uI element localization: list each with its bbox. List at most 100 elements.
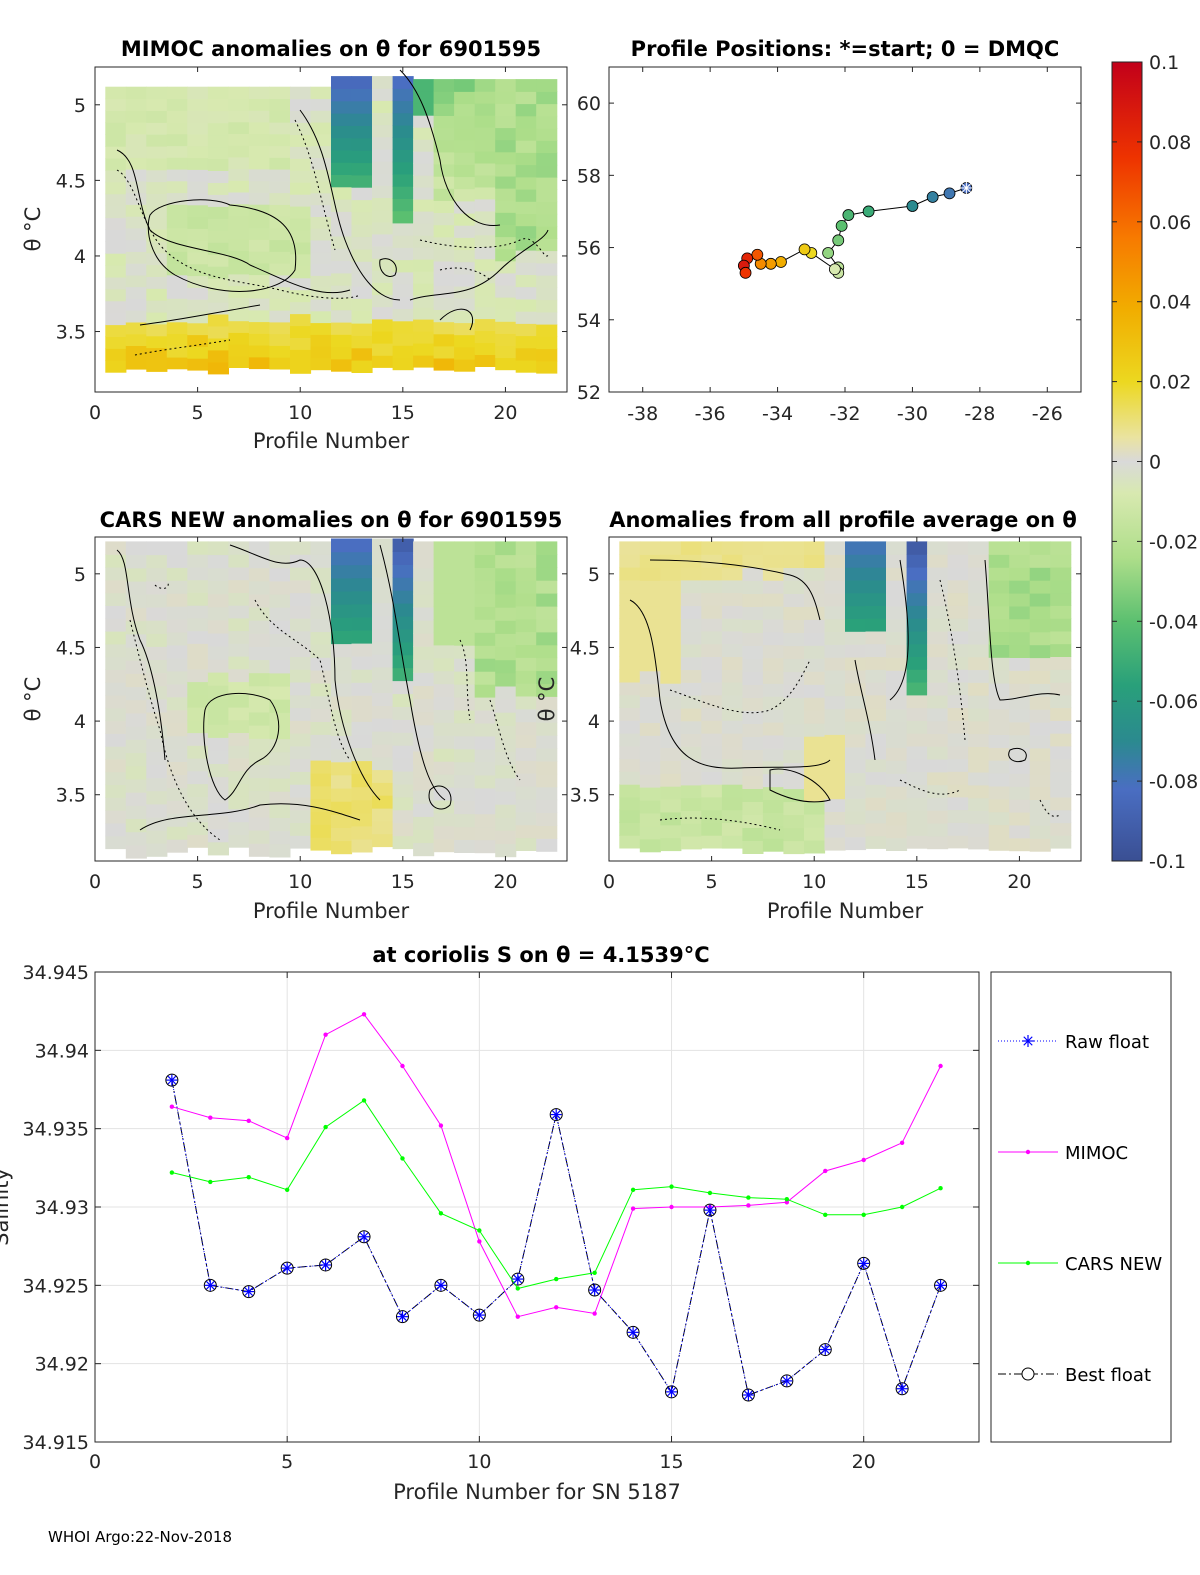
cars-cell	[166, 593, 188, 607]
series-best-point	[857, 1256, 871, 1270]
cars-cell	[331, 538, 353, 553]
cars-cell	[125, 712, 147, 727]
series-raw-point	[819, 1344, 831, 1356]
series-cars-point	[823, 1212, 828, 1218]
avg-cell	[865, 784, 887, 798]
mimoc-cell	[392, 333, 414, 346]
avg-cell	[660, 644, 682, 658]
cars-cell	[515, 541, 537, 555]
cars-cell	[474, 658, 496, 672]
mimoc-cell	[372, 233, 394, 247]
avg-cell	[968, 707, 990, 722]
avg-cell	[660, 786, 682, 800]
cars-cell	[207, 698, 229, 712]
cars-cell	[331, 604, 353, 618]
mimoc-xtick-label: 15	[391, 402, 415, 424]
avg-cell	[619, 605, 641, 619]
salinity-xtick-label: 0	[89, 1451, 101, 1473]
mimoc-cell	[392, 222, 414, 236]
mimoc-cell	[536, 115, 558, 129]
avg-cell	[988, 773, 1010, 787]
avg-cell	[1050, 784, 1072, 798]
cars-cell	[392, 732, 414, 746]
avg-cell	[988, 695, 1010, 710]
mimoc-cell	[392, 320, 414, 334]
cars-cell	[536, 593, 558, 607]
cars-cell	[310, 837, 332, 851]
series-raw-point-stroke	[359, 1232, 369, 1242]
mimoc-cell	[166, 215, 188, 229]
mimoc-cell	[207, 349, 229, 363]
cars-cell	[166, 670, 188, 685]
mimoc-cell	[207, 134, 229, 148]
mimoc-cell	[454, 103, 476, 117]
cars-cell	[105, 835, 127, 850]
mimoc-cell	[331, 260, 353, 274]
mimoc-cell	[351, 162, 373, 176]
cars-cell	[495, 791, 517, 805]
cars-cell	[372, 756, 394, 771]
avg-cell	[865, 541, 887, 555]
avg-cell	[701, 669, 723, 683]
mimoc-cell	[105, 253, 127, 266]
avg-cell	[947, 720, 969, 734]
mimoc-cell	[433, 224, 455, 238]
series-raw-point-stroke	[897, 1384, 907, 1394]
mimoc-cell	[105, 229, 127, 242]
avg-cell	[927, 707, 949, 722]
mimoc-cell	[166, 298, 188, 311]
avg-cell	[947, 592, 969, 606]
avg-cell	[927, 746, 949, 760]
series-mimoc-point	[477, 1239, 482, 1244]
mimoc-cell	[310, 192, 332, 206]
cars-cell	[413, 829, 435, 844]
avg-cell	[680, 579, 702, 594]
mimoc-cell	[392, 235, 414, 248]
avg-cell	[1029, 722, 1051, 736]
mimoc-cell	[474, 91, 496, 104]
cars-cell	[392, 706, 414, 720]
cars-cell	[146, 541, 168, 556]
avg-cell	[680, 643, 702, 658]
mimoc-cell	[187, 169, 209, 182]
avg-cell	[886, 721, 908, 736]
avg-cell	[1009, 824, 1031, 839]
position-point	[739, 266, 752, 279]
avg-cell	[721, 618, 743, 632]
mimoc-cell	[331, 272, 353, 286]
avg-cell	[619, 592, 641, 606]
colorbar-tick-label: -0.04	[1149, 611, 1198, 633]
avg-cell	[742, 580, 764, 594]
mimoc-cell	[228, 262, 250, 275]
cars-cell	[515, 580, 537, 594]
avg-cell	[619, 771, 641, 785]
mimoc-cell	[125, 345, 147, 358]
avg-cell	[927, 669, 949, 683]
mimoc-cell	[536, 360, 558, 374]
cars-cell	[269, 567, 291, 582]
cars-cell	[290, 758, 312, 772]
cars-cell	[433, 812, 455, 827]
mimoc-cell	[125, 121, 147, 135]
avg-cell	[701, 554, 723, 568]
mimoc-cell	[454, 212, 476, 226]
cars-cell	[331, 682, 353, 697]
cars-cell	[187, 694, 209, 708]
mimoc-cell	[474, 318, 496, 332]
avg-cell	[845, 618, 867, 632]
avg-cell	[804, 762, 826, 776]
mimoc-cell	[474, 79, 496, 92]
avg-cell	[845, 669, 867, 684]
mimoc-cell	[187, 322, 209, 336]
avg-cell	[639, 774, 661, 788]
mimoc-cell	[372, 282, 394, 296]
avg-cell	[845, 811, 867, 825]
mimoc-cell	[454, 91, 476, 105]
mimoc-cell	[515, 164, 537, 178]
mimoc-cell	[166, 204, 188, 217]
avg-cell	[927, 733, 949, 747]
mimoc-cell	[331, 149, 353, 163]
mimoc-cell	[351, 335, 373, 349]
mimoc-cell	[331, 113, 353, 126]
mimoc-cell	[105, 158, 127, 171]
